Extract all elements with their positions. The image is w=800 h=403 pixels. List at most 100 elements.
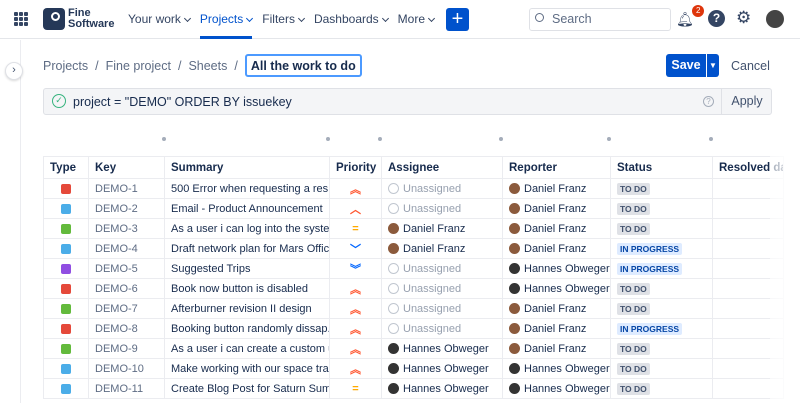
assignee-cell[interactable]: Daniel Franz: [381, 218, 503, 239]
table-row[interactable]: DEMO-9 As a user i can create a custom u…: [43, 338, 784, 359]
issue-key-link[interactable]: DEMO-1: [88, 178, 165, 199]
apply-button[interactable]: Apply: [721, 89, 772, 114]
priority-cell[interactable]: =: [329, 378, 382, 399]
summary-cell[interactable]: Afterburner revision II design: [164, 298, 330, 319]
expand-sidebar-button[interactable]: ›: [5, 62, 23, 80]
menu-dashboards[interactable]: Dashboards: [314, 0, 389, 39]
menu-projects[interactable]: Projects: [200, 0, 254, 39]
reporter-cell[interactable]: Daniel Franz: [502, 218, 611, 239]
summary-cell[interactable]: Email - Product Announcement: [164, 198, 330, 219]
priority-cell[interactable]: ︾: [329, 258, 382, 279]
save-button[interactable]: Save: [666, 54, 706, 77]
summary-cell[interactable]: As a user i can log into the syste...: [164, 218, 330, 239]
status-cell[interactable]: TO DO: [610, 178, 713, 199]
table-row[interactable]: DEMO-6 Book now button is disabled ︽ Una…: [43, 278, 784, 299]
status-cell[interactable]: TO DO: [610, 358, 713, 379]
column-header[interactable]: Resolved da: [712, 156, 784, 179]
column-header[interactable]: Summary: [164, 156, 330, 179]
assignee-cell[interactable]: Daniel Franz: [381, 238, 503, 259]
column-handle[interactable]: [162, 137, 166, 141]
column-header[interactable]: Priority: [329, 156, 382, 179]
priority-cell[interactable]: ︽: [329, 278, 382, 299]
issue-key-link[interactable]: DEMO-7: [88, 298, 165, 319]
table-row[interactable]: DEMO-5 Suggested Trips ︾ Unassigned Hann…: [43, 258, 784, 279]
column-handle[interactable]: [378, 137, 382, 141]
issue-key-link[interactable]: DEMO-2: [88, 198, 165, 219]
priority-cell[interactable]: ︿: [329, 198, 382, 219]
assignee-cell[interactable]: Hannes Obweger: [381, 378, 503, 399]
priority-cell[interactable]: ︽: [329, 358, 382, 379]
status-cell[interactable]: TO DO: [610, 298, 713, 319]
jql-query-bar[interactable]: ✓ project = "DEMO" ORDER BY issuekey ? A…: [43, 88, 772, 115]
column-header[interactable]: Reporter: [502, 156, 611, 179]
issue-key-link[interactable]: DEMO-10: [88, 358, 165, 379]
priority-cell[interactable]: ︽: [329, 318, 382, 339]
column-handle[interactable]: [326, 137, 330, 141]
reporter-cell[interactable]: Hannes Obweger: [502, 278, 611, 299]
table-row[interactable]: DEMO-10 Make working with our space tra.…: [43, 358, 784, 379]
status-cell[interactable]: TO DO: [610, 278, 713, 299]
breadcrumb-sheets[interactable]: Sheets: [188, 58, 228, 73]
reporter-cell[interactable]: Daniel Franz: [502, 298, 611, 319]
assignee-cell[interactable]: Unassigned: [381, 178, 503, 199]
create-button[interactable]: +: [446, 8, 470, 31]
reporter-cell[interactable]: Daniel Franz: [502, 198, 611, 219]
column-header[interactable]: Assignee: [381, 156, 503, 179]
table-row[interactable]: DEMO-3 As a user i can log into the syst…: [43, 218, 784, 239]
menu-filters[interactable]: Filters: [262, 0, 305, 39]
reporter-cell[interactable]: Daniel Franz: [502, 178, 611, 199]
issue-key-link[interactable]: DEMO-11: [88, 378, 165, 399]
sheet-title-input[interactable]: All the work to do: [244, 54, 362, 77]
status-cell[interactable]: TO DO: [610, 198, 713, 219]
reporter-cell[interactable]: Hannes Obweger: [502, 378, 611, 399]
menu-more[interactable]: More: [398, 0, 436, 39]
priority-cell[interactable]: ︽: [329, 338, 382, 359]
user-avatar[interactable]: [766, 10, 784, 28]
app-switcher-icon[interactable]: [14, 12, 28, 26]
status-cell[interactable]: TO DO: [610, 378, 713, 399]
table-row[interactable]: DEMO-11 Create Blog Post for Saturn Sum.…: [43, 378, 784, 399]
save-options-chevron-icon[interactable]: ▼: [707, 54, 719, 77]
assignee-cell[interactable]: Unassigned: [381, 258, 503, 279]
issue-key-link[interactable]: DEMO-8: [88, 318, 165, 339]
column-handle[interactable]: [607, 137, 611, 141]
assignee-cell[interactable]: Hannes Obweger: [381, 338, 503, 359]
gear-icon[interactable]: ⚙: [736, 8, 752, 27]
status-cell[interactable]: TO DO: [610, 218, 713, 239]
assignee-cell[interactable]: Unassigned: [381, 278, 503, 299]
summary-cell[interactable]: As a user i can create a custom u...: [164, 338, 330, 359]
issue-key-link[interactable]: DEMO-9: [88, 338, 165, 359]
column-handle[interactable]: [499, 137, 503, 141]
help-icon[interactable]: ?: [703, 96, 714, 107]
reporter-cell[interactable]: Hannes Obweger: [502, 258, 611, 279]
reporter-cell[interactable]: Hannes Obweger: [502, 358, 611, 379]
search-input[interactable]: Search: [529, 8, 671, 31]
status-cell[interactable]: IN PROGRESS: [610, 258, 713, 279]
column-header[interactable]: Key: [88, 156, 165, 179]
jql-query-input[interactable]: project = "DEMO" ORDER BY issuekey: [73, 95, 292, 109]
reporter-cell[interactable]: Daniel Franz: [502, 318, 611, 339]
summary-cell[interactable]: Make working with our space tra...: [164, 358, 330, 379]
summary-cell[interactable]: Create Blog Post for Saturn Sum...: [164, 378, 330, 399]
breadcrumb-fine-project[interactable]: Fine project: [105, 58, 171, 73]
breadcrumb-projects[interactable]: Projects: [43, 58, 89, 73]
priority-cell[interactable]: =: [329, 218, 382, 239]
summary-cell[interactable]: 500 Error when requesting a res...: [164, 178, 330, 199]
table-row[interactable]: DEMO-1 500 Error when requesting a res..…: [43, 178, 784, 199]
priority-cell[interactable]: ︽: [329, 178, 382, 199]
table-row[interactable]: DEMO-2 Email - Product Announcement ︿ Un…: [43, 198, 784, 219]
issue-key-link[interactable]: DEMO-6: [88, 278, 165, 299]
assignee-cell[interactable]: Unassigned: [381, 298, 503, 319]
status-cell[interactable]: TO DO: [610, 338, 713, 359]
summary-cell[interactable]: Book now button is disabled: [164, 278, 330, 299]
assignee-cell[interactable]: Hannes Obweger: [381, 358, 503, 379]
issue-key-link[interactable]: DEMO-3: [88, 218, 165, 239]
reporter-cell[interactable]: Daniel Franz: [502, 238, 611, 259]
table-row[interactable]: DEMO-7 Afterburner revision II design ︽ …: [43, 298, 784, 319]
menu-your-work[interactable]: Your work: [128, 0, 191, 39]
help-icon[interactable]: ?: [708, 10, 725, 27]
issue-key-link[interactable]: DEMO-4: [88, 238, 165, 259]
table-row[interactable]: DEMO-8 Booking button randomly dissap...…: [43, 318, 784, 339]
assignee-cell[interactable]: Unassigned: [381, 318, 503, 339]
notifications-icon[interactable]: 🔔︎: [676, 11, 694, 27]
